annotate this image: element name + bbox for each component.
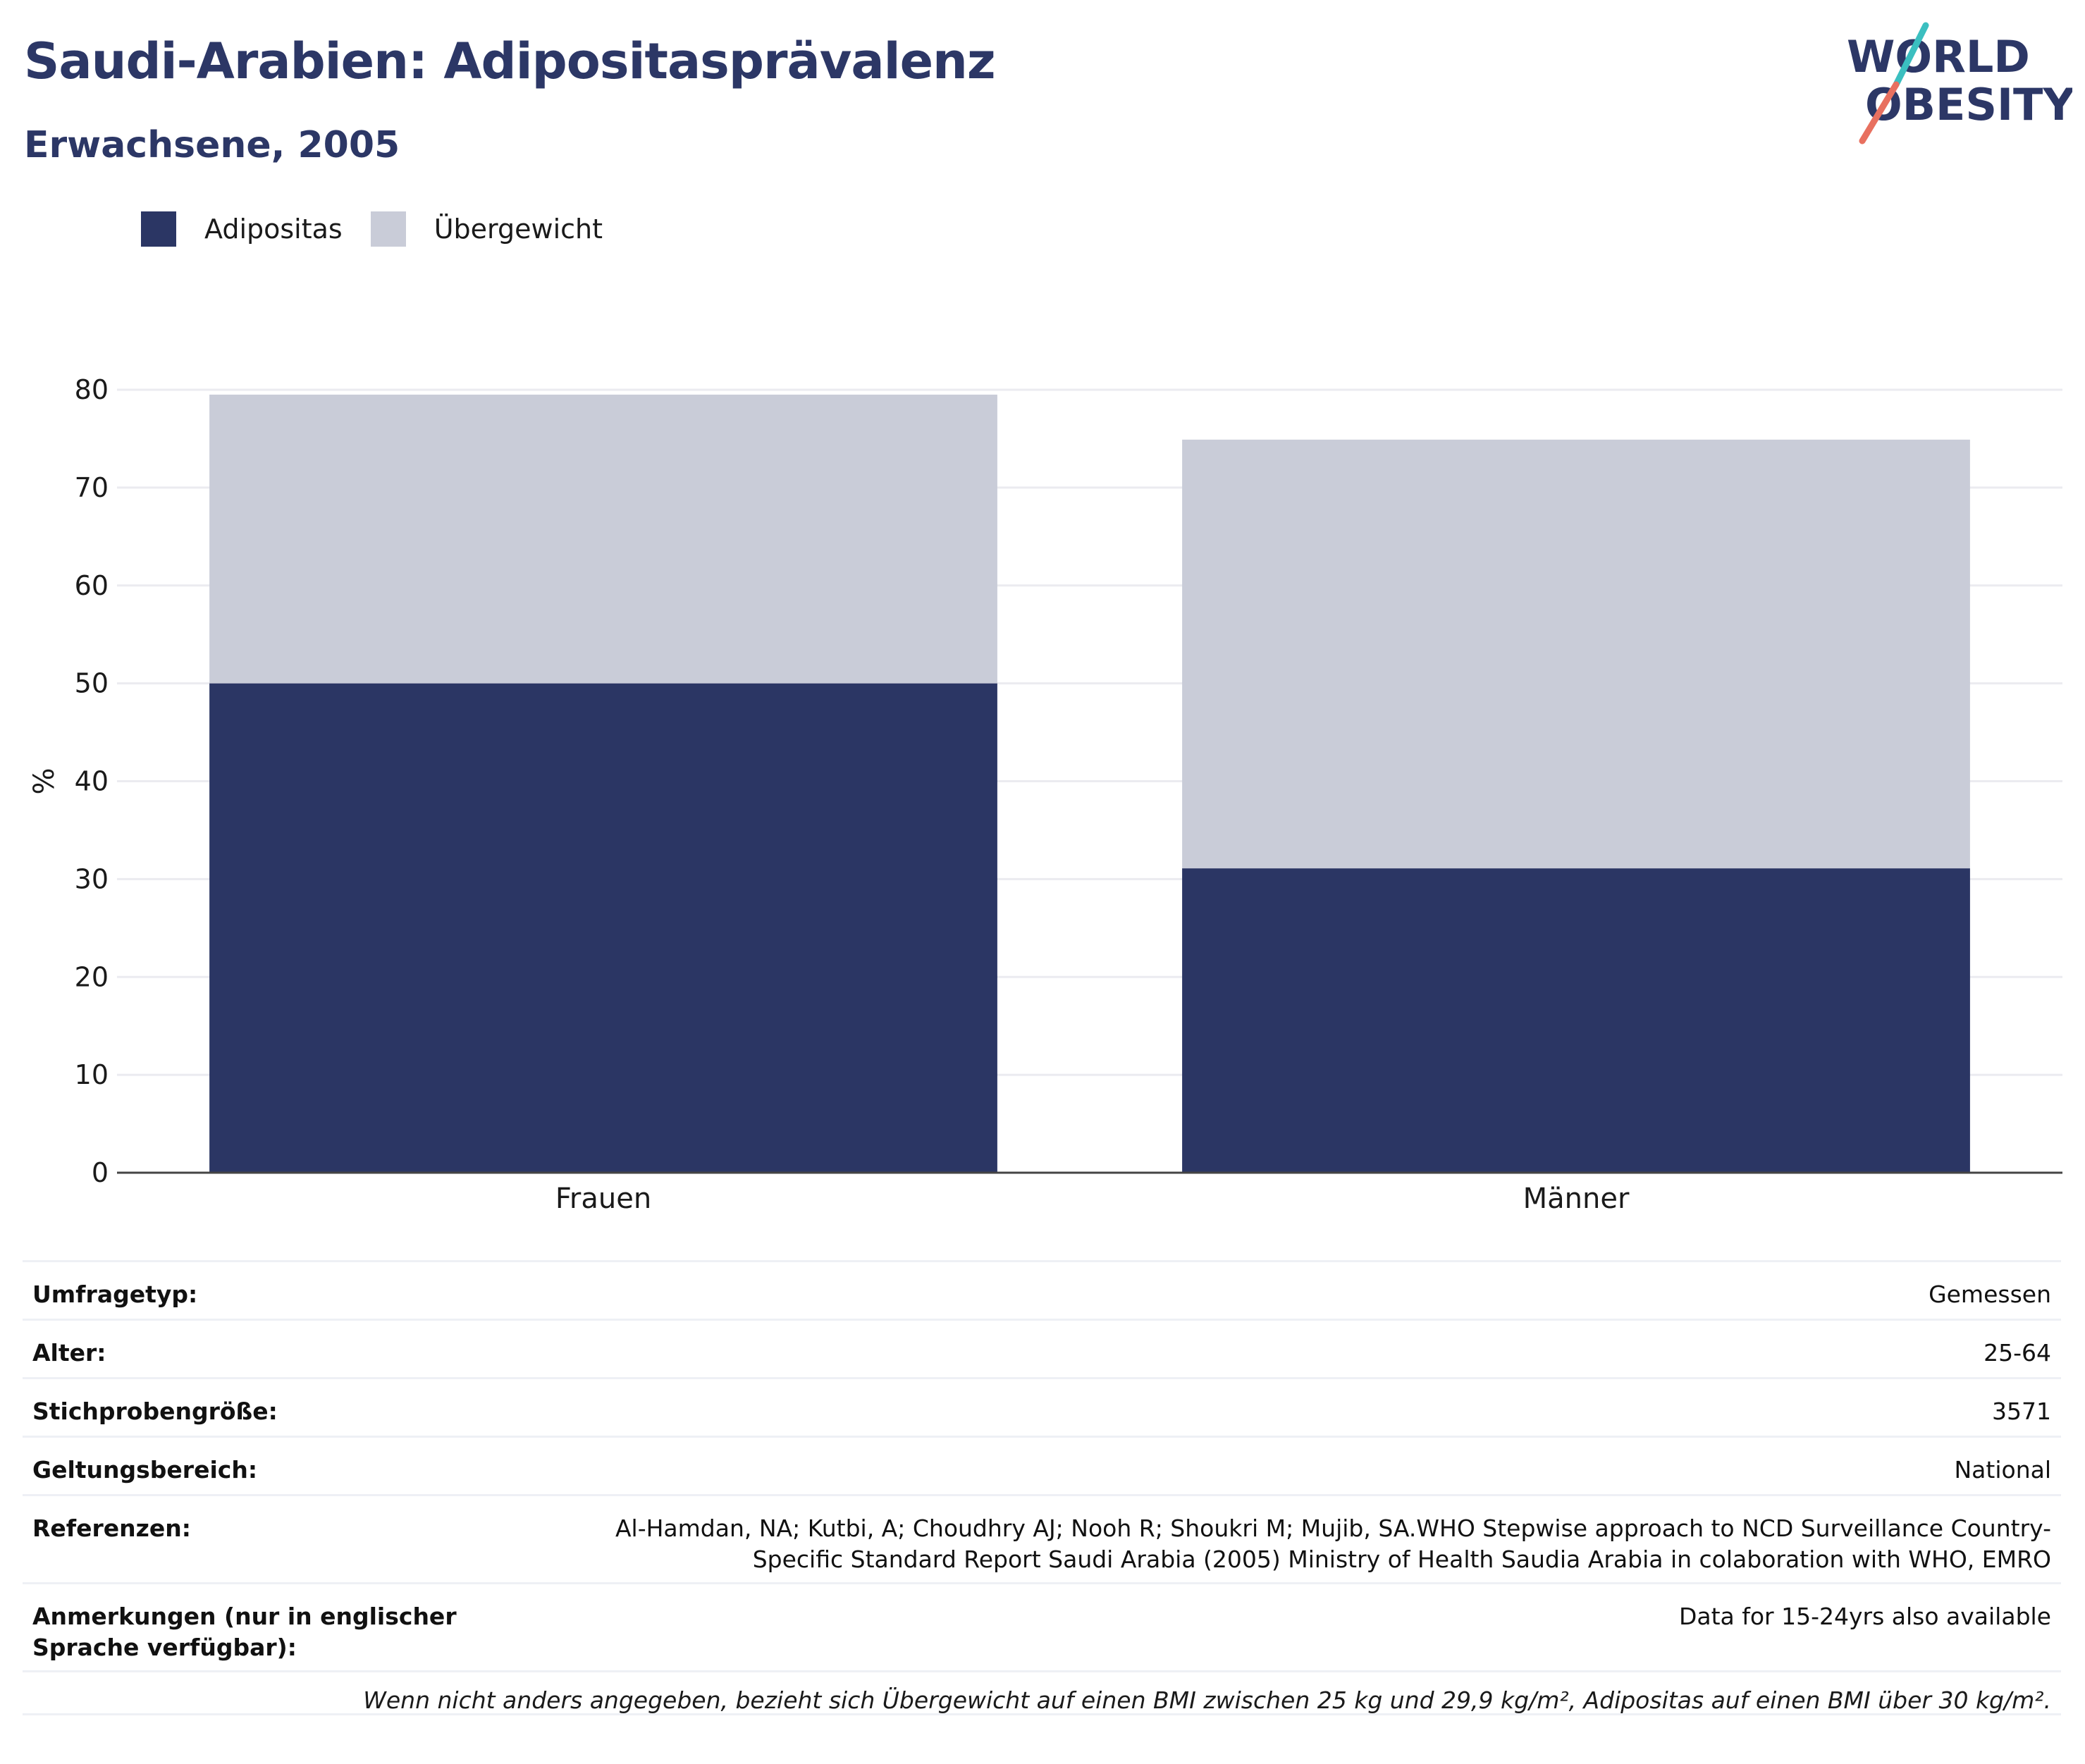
info-label: Geltungsbereich: [32,1456,258,1484]
info-row-umfragetyp: Umfragetyp: Gemessen [23,1260,2061,1319]
info-value: National [1954,1456,2051,1484]
y-tick-label: 40 [75,766,109,797]
legend-item-adipositas[interactable]: Adipositas [141,211,343,247]
chart-legend: Adipositas Übergewicht [141,208,631,250]
footnote: Wenn nicht anders angegeben, bezieht sic… [23,1670,2061,1715]
info-value: 25-64 [1983,1339,2051,1367]
legend-label-adipositas: Adipositas [204,214,343,245]
info-row-alter: Alter: 25-64 [23,1319,2061,1377]
x-tick-label: Frauen [555,1183,651,1215]
legend-swatch-uebergewicht [370,211,406,247]
info-row-stichprobe: Stichprobengröße: 3571 [23,1377,2061,1436]
bar-uebergewicht-0 [209,394,997,684]
legend-item-uebergewicht[interactable]: Übergewicht [370,211,603,247]
info-value: Al-Hamdan, NA; Kutbi, A; Choudhry AJ; No… [615,1515,2051,1573]
chart-subtitle: Erwachsene, 2005 [24,124,400,166]
y-tick-label: 30 [75,863,109,894]
stacked-bar-chart: 0 10 20 30 40 50 60 70 80% Frauen Männer [28,374,2062,1215]
world-obesity-logo: WORLD OBESITY [1847,22,2072,144]
info-value: 3571 [1992,1398,2051,1425]
info-label: Umfragetyp: [32,1281,198,1308]
logo-slash-top [1893,22,1929,88]
info-label: Anmerkungen (nur in englischer Sprache v… [32,1603,457,1661]
bar-adipositas-1 [1182,868,1970,1173]
y-tick-label: 10 [75,1059,109,1090]
bar-adipositas-0 [209,683,997,1173]
info-value: Gemessen [1929,1281,2051,1308]
chart-title: Saudi-Arabien: Adipositasprävalenz [24,32,996,90]
legend-label-uebergewicht: Übergewicht [433,214,603,245]
y-tick-label: 20 [75,961,109,992]
y-tick-label: 80 [75,374,109,405]
y-axis-label: % [28,767,61,794]
info-row-referenzen: Referenzen: Al-Hamdan, NA; Kutbi, A; Cho… [23,1494,2061,1582]
info-label: Alter: [32,1339,106,1367]
bar-uebergewicht-1 [1182,439,1970,869]
info-table: Umfragetyp: Gemessen Alter: 25-64 Stichp… [23,1260,2061,1715]
info-row-geltungsbereich: Geltungsbereich: National [23,1436,2061,1494]
y-tick-label: 60 [75,570,109,601]
y-tick-label: 0 [92,1157,109,1188]
legend-swatch-adipositas [141,211,176,247]
info-value: Data for 15-24yrs also available [1678,1603,2051,1630]
info-row-anmerkungen: Anmerkungen (nur in englischer Sprache v… [23,1582,2061,1670]
x-tick-label: Männer [1523,1183,1630,1215]
y-tick-label: 50 [75,668,109,699]
y-tick-label: 70 [75,472,109,503]
logo-slash-bottom [1859,81,1900,144]
logo-line2: OBESITY [1865,79,2072,130]
logo-line1: WORLD [1847,31,2030,82]
info-label: Stichprobengröße: [32,1398,278,1425]
info-label: Referenzen: [32,1515,191,1542]
